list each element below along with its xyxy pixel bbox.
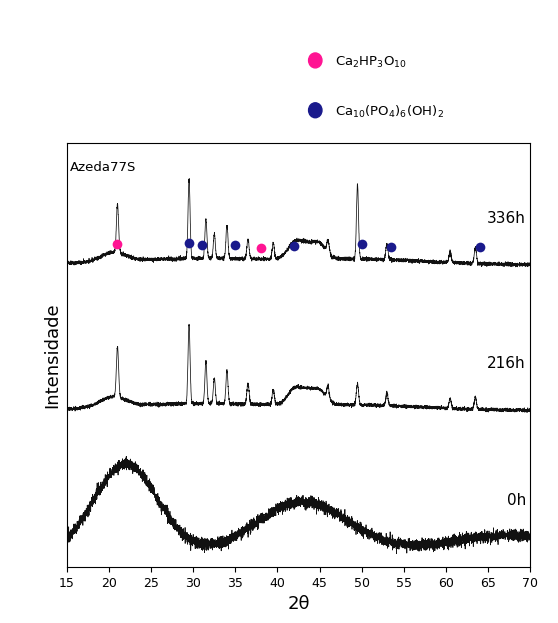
Text: Azeda77S: Azeda77S — [70, 161, 137, 174]
Text: 216h: 216h — [487, 356, 526, 371]
X-axis label: 2θ: 2θ — [287, 595, 310, 613]
Y-axis label: Intensidade: Intensidade — [44, 302, 61, 408]
Text: 336h: 336h — [487, 211, 526, 226]
Text: Ca$_2$HP$_3$O$_{10}$: Ca$_2$HP$_3$O$_{10}$ — [335, 55, 407, 70]
Text: Ca$_{10}$(PO$_4$)$_6$(OH)$_2$: Ca$_{10}$(PO$_4$)$_6$(OH)$_2$ — [335, 104, 444, 120]
Text: 0h: 0h — [507, 493, 526, 508]
